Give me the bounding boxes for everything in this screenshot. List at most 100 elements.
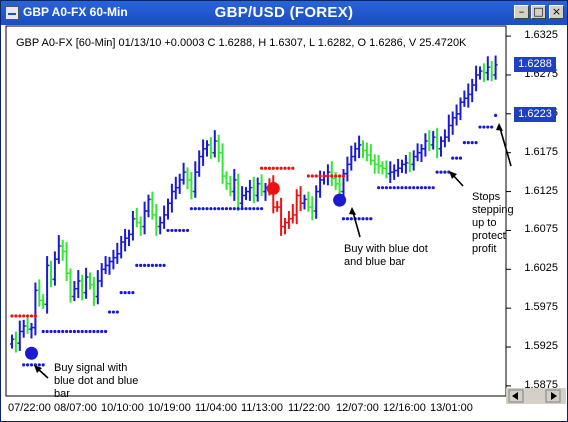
y-tick-label: 1.6025	[524, 262, 558, 275]
stop-dot	[377, 186, 381, 190]
signal-circles	[25, 181, 347, 360]
stop-dot	[84, 329, 88, 334]
stop-dot	[131, 291, 135, 295]
stop-dot	[236, 207, 240, 211]
stop-dot	[326, 174, 330, 178]
x-tick-label: 11/22:00	[288, 402, 331, 414]
stop-dot	[185, 228, 190, 233]
x-tick-label: 08/07:00	[54, 402, 97, 414]
stop-dot	[61, 329, 65, 334]
stop-dot	[29, 363, 34, 367]
arrow-line	[499, 127, 512, 167]
close-button[interactable]: ×	[549, 5, 564, 19]
stop-dot	[310, 174, 314, 178]
stop-dots	[10, 113, 498, 367]
stop-dot	[412, 186, 416, 190]
chart-app-icon	[5, 6, 19, 20]
stop-dot	[478, 125, 482, 129]
x-tick-label: 10/19:00	[148, 402, 191, 414]
stop-dot	[275, 166, 279, 170]
stop-dot	[419, 186, 424, 190]
stop-dot	[104, 329, 108, 334]
stop-dot	[205, 207, 209, 211]
stop-dot	[197, 207, 201, 211]
stop-dot	[22, 363, 26, 367]
stop-dot	[322, 174, 326, 178]
stop-dot	[41, 329, 45, 334]
window-title: GBP A0-FX 60-Min	[23, 5, 128, 19]
stop-dot	[96, 329, 100, 334]
x-tick-label: 11/04:00	[195, 402, 238, 414]
stop-dot	[68, 329, 73, 334]
stop-dot	[178, 228, 182, 233]
stop-dot	[111, 310, 115, 314]
x-tick-label: 10/10:00	[101, 402, 144, 414]
axis-ticks	[506, 35, 511, 387]
stop-dot	[427, 186, 431, 190]
stop-dot	[365, 217, 369, 221]
stop-dot	[49, 329, 53, 334]
x-tick-label: 11/13:00	[241, 402, 284, 414]
y-tick-label: 1.6125	[524, 184, 558, 197]
stop-dot	[256, 207, 260, 211]
annotation-buy-blue: Buy with blue dot and blue bar	[344, 243, 428, 268]
stop-dot	[470, 140, 474, 145]
stop-dot	[41, 363, 45, 367]
stop-dot	[26, 363, 30, 367]
y-tick-label: 1.6075	[524, 223, 558, 236]
maximize-icon: □	[533, 5, 544, 18]
stop-dot	[334, 174, 338, 178]
minimize-button[interactable]: –	[514, 5, 529, 19]
stop-dot	[380, 186, 385, 190]
stop-dot	[22, 314, 26, 318]
stop-dot	[162, 263, 166, 268]
stop-dot	[209, 207, 213, 211]
stop-dot	[263, 166, 268, 170]
stop-dot	[369, 217, 373, 221]
arrow-head	[449, 171, 457, 179]
stop-dot	[182, 228, 186, 233]
chart-scrollbar[interactable]	[506, 388, 566, 404]
stop-dot	[127, 291, 131, 295]
y-tick-label: 1.5975	[524, 301, 558, 314]
stop-dot	[170, 228, 174, 233]
maximize-button[interactable]: □	[531, 5, 546, 19]
stop-dot	[88, 329, 92, 334]
stop-dot	[260, 166, 264, 170]
stop-dot	[65, 329, 69, 334]
y-tick-label: 1.6175	[524, 145, 558, 158]
stop-dot	[14, 314, 18, 318]
stop-dot	[279, 166, 283, 170]
y-tick-label: 1.5875	[524, 378, 558, 391]
stop-dot	[244, 207, 248, 211]
plot-frame	[5, 25, 507, 397]
chart-title: GBP/USD (FOREX)	[214, 4, 354, 21]
stop-dot	[357, 217, 361, 221]
stop-dot	[384, 186, 388, 190]
stop-dot	[330, 174, 334, 178]
stop-dot	[451, 156, 455, 160]
stop-dot	[404, 186, 408, 190]
stop-dot	[174, 228, 178, 233]
stop-dot	[107, 310, 112, 314]
stop-dot	[486, 125, 490, 129]
stop-dot	[443, 170, 447, 174]
stop-dot	[267, 166, 271, 170]
stop-dot	[455, 156, 459, 160]
stop-price-box: 1.6223	[514, 107, 556, 123]
stop-dot	[135, 263, 139, 268]
sell-signal-dot	[266, 181, 280, 195]
stop-dot	[72, 329, 76, 334]
stop-dot	[189, 207, 193, 211]
stop-dot	[213, 207, 217, 211]
title-bar[interactable]: GBP A0-FX 60-Min GBP/USD (FOREX) – □ ×	[1, 1, 567, 25]
stop-dot	[271, 166, 275, 170]
x-tick-label: 13/01:00	[430, 402, 473, 414]
minimize-icon: –	[518, 5, 525, 18]
stop-dot	[146, 263, 151, 268]
close-icon: ×	[551, 5, 562, 18]
stop-dot	[201, 207, 205, 211]
arrow-head	[496, 123, 503, 131]
